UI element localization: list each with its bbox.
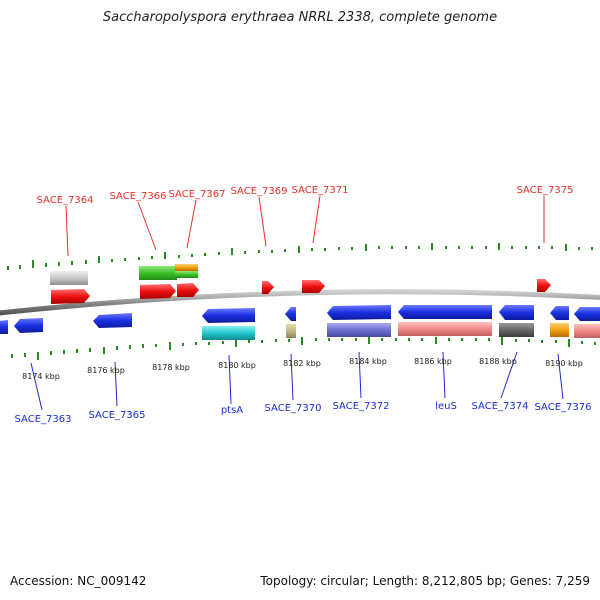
gene-label[interactable]: SACE_7369 <box>231 186 288 197</box>
gene-box <box>574 324 600 338</box>
scale-label: 8188 kbp <box>479 357 517 366</box>
map-title: Saccharopolyspora erythraea NRRL 2338, c… <box>102 10 498 25</box>
gene-label[interactable]: leuS <box>435 401 457 412</box>
gene-arrow <box>550 306 569 320</box>
gene-box <box>50 271 88 285</box>
gene-label[interactable]: SACE_7371 <box>292 185 349 196</box>
gene-arrow <box>285 307 296 321</box>
gene-label[interactable]: ptsA <box>221 405 243 416</box>
gene-label[interactable]: SACE_7367 <box>169 189 226 200</box>
accession-text: Accession: NC_009142 <box>10 574 147 588</box>
gene-box <box>499 323 534 337</box>
gene-arrow <box>140 284 176 299</box>
scale-label: 8176 kbp <box>87 366 125 375</box>
gene-box <box>175 271 198 278</box>
gene-arrow <box>398 305 492 319</box>
gene-box <box>550 323 569 337</box>
outer-tick-arc <box>7 243 593 270</box>
bottom-leader-lines <box>30 351 564 411</box>
scale-labels: 8174 kbp 8176 kbp 8178 kbp 8180 kbp 8182… <box>22 357 583 381</box>
gene-arrow <box>0 320 8 334</box>
gene-arrow <box>499 305 534 320</box>
scale-label: 8178 kbp <box>152 363 190 372</box>
gene-label[interactable]: SACE_7364 <box>37 195 94 206</box>
gene-arrow <box>327 305 391 320</box>
scale-label: 8190 kbp <box>545 359 583 368</box>
scale-label: 8184 kbp <box>349 357 387 366</box>
scale-label: 8180 kbp <box>218 361 256 370</box>
gene-arrow <box>93 313 132 328</box>
gene-arrow <box>14 318 43 333</box>
gene-arrow <box>51 289 90 304</box>
gene-arrow <box>302 280 325 293</box>
scale-label: 8182 kbp <box>283 359 321 368</box>
inner-tick-arc <box>11 337 596 360</box>
forward-features <box>50 264 551 304</box>
gene-box <box>286 324 296 338</box>
gene-arrow <box>202 308 255 323</box>
scale-label: 8186 kbp <box>414 357 452 366</box>
gene-label[interactable]: SACE_7376 <box>535 402 592 413</box>
gene-label[interactable]: SACE_7375 <box>517 185 574 196</box>
top-leader-lines <box>65 195 545 257</box>
gene-box <box>139 266 177 280</box>
scale-label: 8174 kbp <box>22 372 60 381</box>
reverse-features <box>0 305 600 340</box>
gene-label[interactable]: SACE_7370 <box>265 403 322 414</box>
gene-arrow <box>574 307 600 321</box>
topology-text: Topology: circular; Length: 8,212,805 bp… <box>260 574 590 588</box>
genome-backbone <box>0 289 600 316</box>
gene-label[interactable]: SACE_7365 <box>89 410 146 421</box>
top-gene-labels: SACE_7364 SACE_7366 SACE_7367 SACE_7369 … <box>37 185 574 206</box>
gene-box <box>202 326 255 340</box>
gene-box <box>175 264 198 271</box>
gene-box <box>398 322 492 336</box>
gene-arrow <box>177 283 199 297</box>
gene-label[interactable]: SACE_7372 <box>333 401 390 412</box>
gene-label[interactable]: SACE_7366 <box>110 191 167 202</box>
bottom-gene-labels: SACE_7363 SACE_7365 ptsA SACE_7370 SACE_… <box>15 401 592 425</box>
gene-box <box>327 323 391 337</box>
gene-arrow <box>262 281 274 294</box>
gene-label[interactable]: SACE_7374 <box>472 401 529 412</box>
gene-label[interactable]: SACE_7363 <box>15 414 72 425</box>
gene-arrow <box>537 279 551 292</box>
